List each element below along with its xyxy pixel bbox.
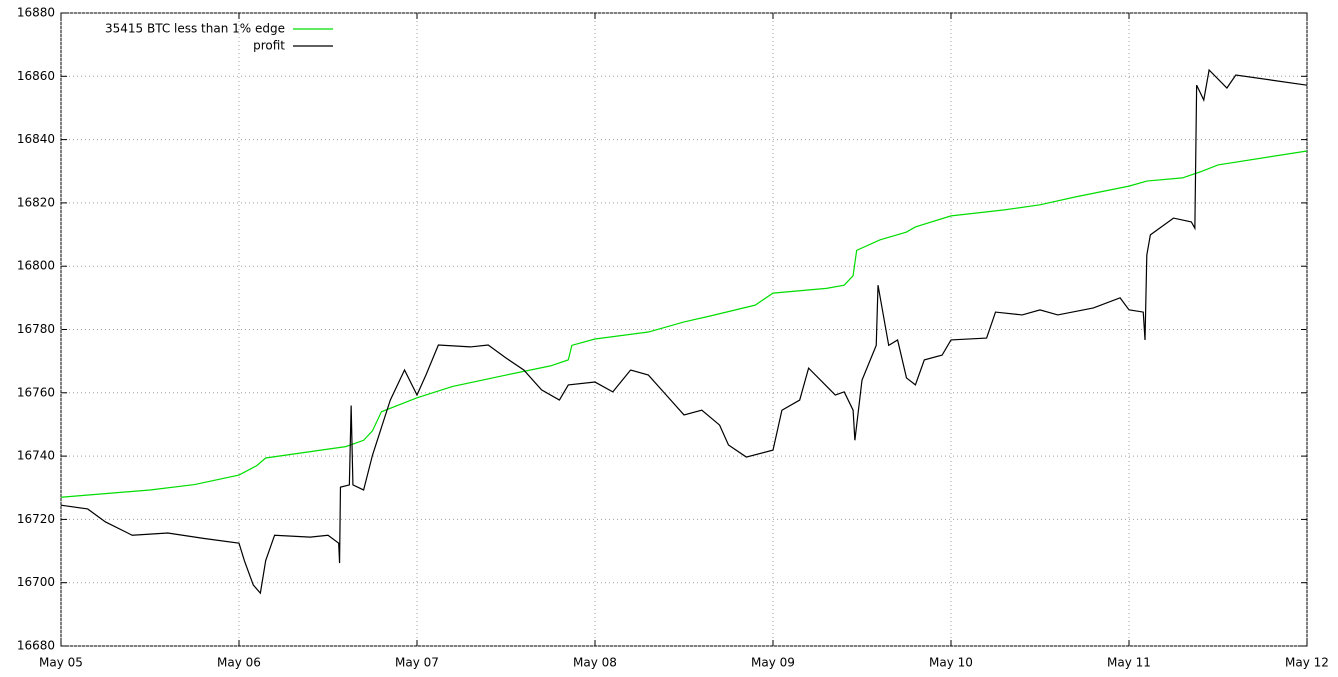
x-tick-label: May 11: [1107, 656, 1151, 670]
y-tick-label: 16720: [17, 512, 55, 526]
x-tick-label: May 05: [39, 656, 83, 670]
legend-label: 35415 BTC less than 1% edge: [105, 22, 285, 36]
y-tick-label: 16680: [17, 639, 55, 653]
plot-frame: [60, 12, 1308, 647]
x-tick-label: May 06: [217, 656, 261, 670]
y-tick-label: 16840: [17, 132, 55, 146]
x-tick-label: May 12: [1285, 656, 1329, 670]
y-tick-label: 16760: [17, 385, 55, 399]
x-tick-label: May 09: [751, 656, 795, 670]
x-tick-label: May 08: [573, 656, 617, 670]
y-tick-label: 16880: [17, 6, 55, 20]
y-tick-label: 16780: [17, 322, 55, 336]
y-tick-label: 16700: [17, 575, 55, 589]
y-tick-label: 16740: [17, 449, 55, 463]
series-line: [60, 150, 1308, 498]
series-line: [60, 68, 1308, 595]
x-tick-label: May 10: [929, 656, 973, 670]
y-tick-label: 16800: [17, 259, 55, 273]
y-tick-label: 16820: [17, 195, 55, 209]
y-tick-label: 16860: [17, 69, 55, 83]
legend-label: profit: [253, 39, 285, 53]
x-tick-label: May 07: [395, 656, 439, 670]
